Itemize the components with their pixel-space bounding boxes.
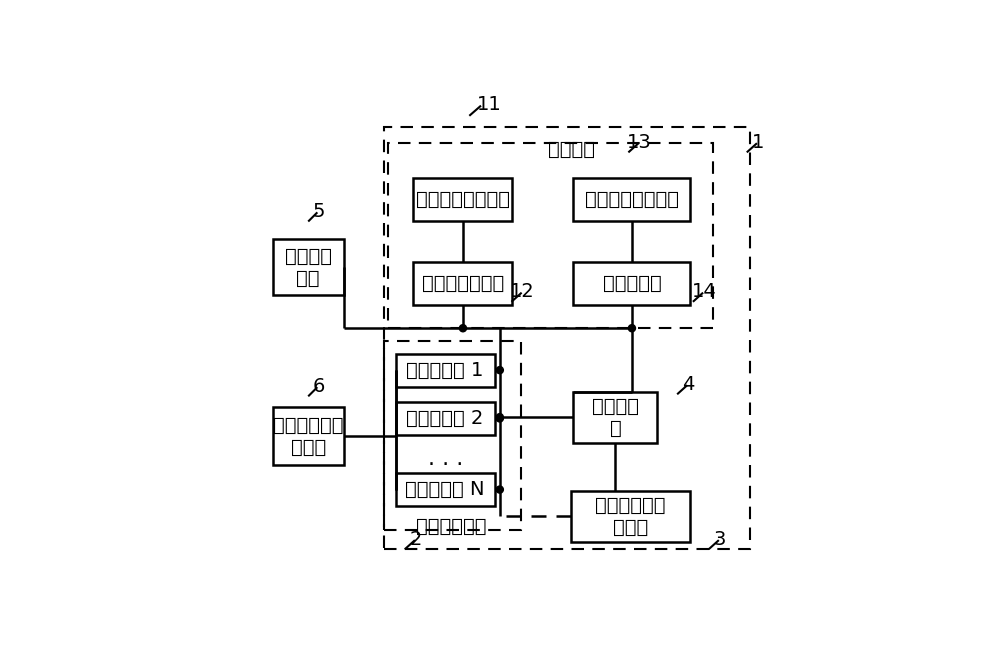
Bar [573, 392, 657, 443]
Text: 燃料采集与供
给系统: 燃料采集与供 给系统 [273, 416, 343, 457]
Bar [273, 407, 344, 465]
Bar [273, 240, 344, 295]
Text: 储能单元: 储能单元 [548, 140, 595, 159]
Bar [573, 178, 690, 222]
Circle shape [496, 366, 503, 374]
Text: 12: 12 [510, 282, 535, 301]
Bar [388, 143, 713, 328]
Text: 高压继电器: 高压继电器 [603, 275, 661, 293]
Text: 车载充电
装置: 车载充电 装置 [285, 247, 332, 288]
Text: 3: 3 [714, 529, 726, 548]
Circle shape [628, 325, 635, 332]
Text: 14: 14 [692, 282, 716, 301]
Bar [573, 262, 690, 306]
Text: 5: 5 [312, 202, 325, 221]
Text: 6: 6 [312, 377, 325, 395]
Bar [413, 178, 512, 222]
Text: 4: 4 [682, 375, 695, 393]
Text: 1: 1 [752, 133, 764, 152]
Bar [396, 354, 495, 387]
Text: 2: 2 [410, 529, 422, 548]
Text: 高压负载
端: 高压负载 端 [592, 397, 639, 438]
Bar [396, 402, 495, 435]
Text: 11: 11 [477, 95, 502, 114]
Text: 分布式能量管
理单元: 分布式能量管 理单元 [595, 496, 666, 537]
Text: 增程器单元 1: 增程器单元 1 [406, 360, 484, 379]
Bar [413, 262, 512, 306]
Circle shape [496, 486, 503, 493]
Bar [384, 127, 750, 548]
Text: 增程器单元 N: 增程器单元 N [405, 480, 485, 499]
Text: 超级电容储能单元: 超级电容储能单元 [416, 190, 510, 209]
Bar [396, 473, 495, 506]
Text: 13: 13 [627, 133, 652, 152]
Text: 双向直流逆变器: 双向直流逆变器 [422, 275, 504, 293]
Circle shape [459, 325, 467, 332]
Bar [384, 341, 521, 531]
Bar [571, 491, 690, 542]
Text: 增程器单元 2: 增程器单元 2 [406, 409, 484, 428]
Text: · · ·: · · · [428, 455, 463, 475]
Circle shape [496, 414, 503, 420]
Circle shape [496, 415, 503, 422]
Text: 增程器单元组: 增程器单元组 [416, 517, 486, 536]
Text: 动力电池储能单元: 动力电池储能单元 [585, 190, 679, 209]
